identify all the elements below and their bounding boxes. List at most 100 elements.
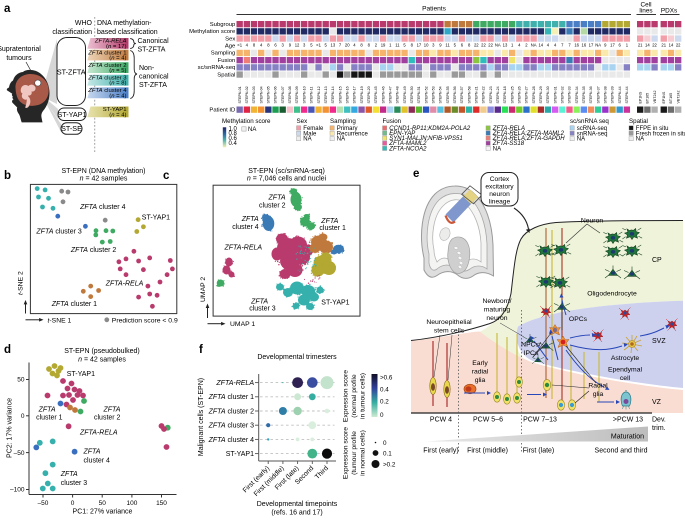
svg-text:STEPN-14: STEPN-14	[331, 86, 335, 103]
svg-text:tumours: tumours	[6, 55, 32, 62]
svg-text:–50: –50	[14, 450, 25, 457]
svg-text:ZFTA-RELA;ZFTA-GAPDH: ZFTA-RELA;ZFTA-GAPDH	[492, 136, 565, 142]
svg-text:Fresh frozen in situ: Fresh frozen in situ	[636, 131, 685, 137]
svg-text:t-SNE 2: t-SNE 2	[18, 271, 25, 295]
svg-text:ZFTA: ZFTA	[60, 471, 78, 478]
svg-text:Fusion: Fusion	[218, 58, 236, 64]
svg-text:STEPN-15: STEPN-15	[338, 86, 342, 103]
svg-text:NA: NA	[531, 42, 537, 47]
svg-text:Sampling: Sampling	[330, 118, 356, 125]
svg-text:DNA methylation-: DNA methylation-	[97, 20, 152, 27]
svg-text:glia: glia	[593, 391, 604, 398]
svg-text:VZ: VZ	[652, 399, 662, 406]
svg-text:NPCs/: NPCs/	[521, 342, 541, 349]
svg-text:22: 22	[652, 42, 657, 47]
svg-text:13: 13	[503, 42, 508, 47]
svg-text:STEPN-57: STEPN-57	[460, 86, 464, 103]
svg-text:ZFTA cluster 3: ZFTA cluster 3	[87, 76, 127, 82]
svg-text:lineage: lineage	[489, 199, 511, 206]
svg-text:13: 13	[331, 42, 336, 47]
svg-text:PC1: 27% variance: PC1: 27% variance	[73, 509, 133, 516]
svg-text:1: 1	[389, 42, 392, 47]
svg-text:>PCW 13: >PCW 13	[613, 417, 643, 424]
svg-text:STEPN-44: STEPN-44	[618, 86, 622, 103]
svg-text:PDXs: PDXs	[661, 8, 677, 15]
svg-text:STEPN-18: STEPN-18	[503, 86, 507, 103]
svg-text:STEPN-10: STEPN-10	[302, 86, 306, 103]
svg-text:ZFTA-RELA: ZFTA-RELA	[492, 126, 525, 132]
svg-text:STEPN-17: STEPN-17	[353, 86, 357, 103]
svg-text:excitatory: excitatory	[485, 184, 514, 191]
svg-text:0: 0	[71, 500, 75, 507]
svg-text:4: 4	[260, 42, 263, 47]
svg-text:(n = 8): (n = 8)	[109, 81, 126, 87]
svg-text:cluster 1: cluster 1	[319, 225, 346, 232]
svg-text:12: 12	[295, 42, 300, 47]
svg-text:<1: <1	[316, 42, 321, 47]
svg-text:8: 8	[360, 42, 363, 47]
svg-text:PCW 7–13: PCW 7–13	[523, 417, 557, 424]
svg-text:3: 3	[282, 42, 285, 47]
svg-text:based classification: based classification	[97, 29, 158, 36]
svg-text:ZFTA-NCOA2: ZFTA-NCOA2	[388, 146, 427, 152]
svg-text:6: 6	[619, 42, 622, 47]
svg-text:STEPN-03: STEPN-03	[252, 86, 256, 103]
svg-text:STEPN-39: STEPN-39	[611, 86, 615, 103]
svg-text:cluster 2: cluster 2	[259, 203, 286, 210]
svg-text:EP1NS: EP1NS	[638, 91, 642, 103]
svg-text:PCW 5–6: PCW 5–6	[473, 417, 503, 424]
svg-text:3: 3	[303, 42, 306, 47]
svg-text:8: 8	[411, 42, 414, 47]
svg-text:Neuroepithelial: Neuroepithelial	[426, 319, 472, 326]
svg-text:Ependymal: Ependymal	[608, 367, 642, 374]
svg-text:9: 9	[439, 42, 442, 47]
svg-text:11: 11	[395, 42, 400, 47]
svg-text:CP: CP	[652, 257, 662, 264]
svg-text:ZFTA-RELA: ZFTA-RELA	[79, 429, 118, 436]
svg-text:Spatial: Spatial	[629, 118, 648, 125]
svg-text:STEPN-29: STEPN-29	[539, 86, 543, 103]
svg-text:STEPN-47: STEPN-47	[388, 86, 392, 103]
svg-text:ZFTA-RELA;ZFTA-MAML2: ZFTA-RELA;ZFTA-MAML2	[492, 131, 565, 137]
svg-text:ZFTA-RELA: ZFTA-RELA	[224, 244, 263, 251]
svg-text:Cortex: Cortex	[490, 176, 510, 183]
svg-text:0.4: 0.4	[229, 141, 238, 147]
svg-text:ZFTA-MAML2: ZFTA-MAML2	[388, 141, 427, 147]
svg-text:c: c	[163, 170, 170, 182]
svg-text:STEPN-50: STEPN-50	[410, 86, 414, 103]
svg-text:>0.6: >0.6	[380, 375, 393, 382]
svg-text:ZFTA-RELA: ZFTA-RELA	[105, 281, 144, 288]
svg-text:ST-EPN (pseudobulked): ST-EPN (pseudobulked)	[64, 348, 139, 355]
svg-text:(n = 4): (n = 4)	[109, 93, 126, 99]
svg-text:17: 17	[610, 42, 615, 47]
svg-text:neuron: neuron	[489, 191, 510, 198]
svg-text:0: 0	[380, 412, 384, 419]
svg-text:STEPN-21: STEPN-21	[474, 86, 478, 103]
svg-text:PC2: 17% variance: PC2: 17% variance	[7, 398, 14, 458]
svg-text:Malignant cells (ST-EPN): Malignant cells (ST-EPN)	[198, 378, 205, 456]
svg-text:21: 21	[638, 42, 643, 47]
svg-text:Radial: Radial	[588, 383, 608, 390]
svg-text:STEPN-19: STEPN-19	[360, 86, 364, 103]
svg-text:Expression score: Expression score	[343, 427, 350, 479]
svg-text:ZFTA-RELA: ZFTA-RELA	[94, 39, 127, 45]
svg-text:a: a	[4, 3, 11, 15]
svg-text:classification: classification	[52, 29, 92, 36]
svg-text:canonical: canonical	[139, 74, 169, 81]
svg-text:5: 5	[310, 42, 313, 47]
svg-text:0.8: 0.8	[229, 131, 238, 137]
svg-text:STEPN-35: STEPN-35	[582, 86, 586, 103]
svg-text:neuron: neuron	[486, 315, 507, 322]
svg-text:Newborn/: Newborn/	[482, 298, 511, 305]
svg-text:ST-YAP1: ST-YAP1	[226, 451, 254, 458]
svg-text:First (middle): First (middle)	[467, 448, 508, 455]
svg-text:STEPN-20: STEPN-20	[367, 86, 371, 103]
svg-text:Patients: Patients	[422, 6, 447, 13]
svg-text:Third: Third	[314, 465, 330, 481]
svg-text:STEPN-53: STEPN-53	[431, 86, 435, 103]
svg-text:ST-ZFTA: ST-ZFTA	[139, 82, 167, 89]
svg-text:STEPN-45: STEPN-45	[374, 86, 378, 103]
svg-text:<1: <1	[237, 42, 242, 47]
svg-text:Astrocyte: Astrocyte	[611, 355, 640, 362]
svg-text:ST-YAP1: ST-YAP1	[57, 110, 86, 119]
